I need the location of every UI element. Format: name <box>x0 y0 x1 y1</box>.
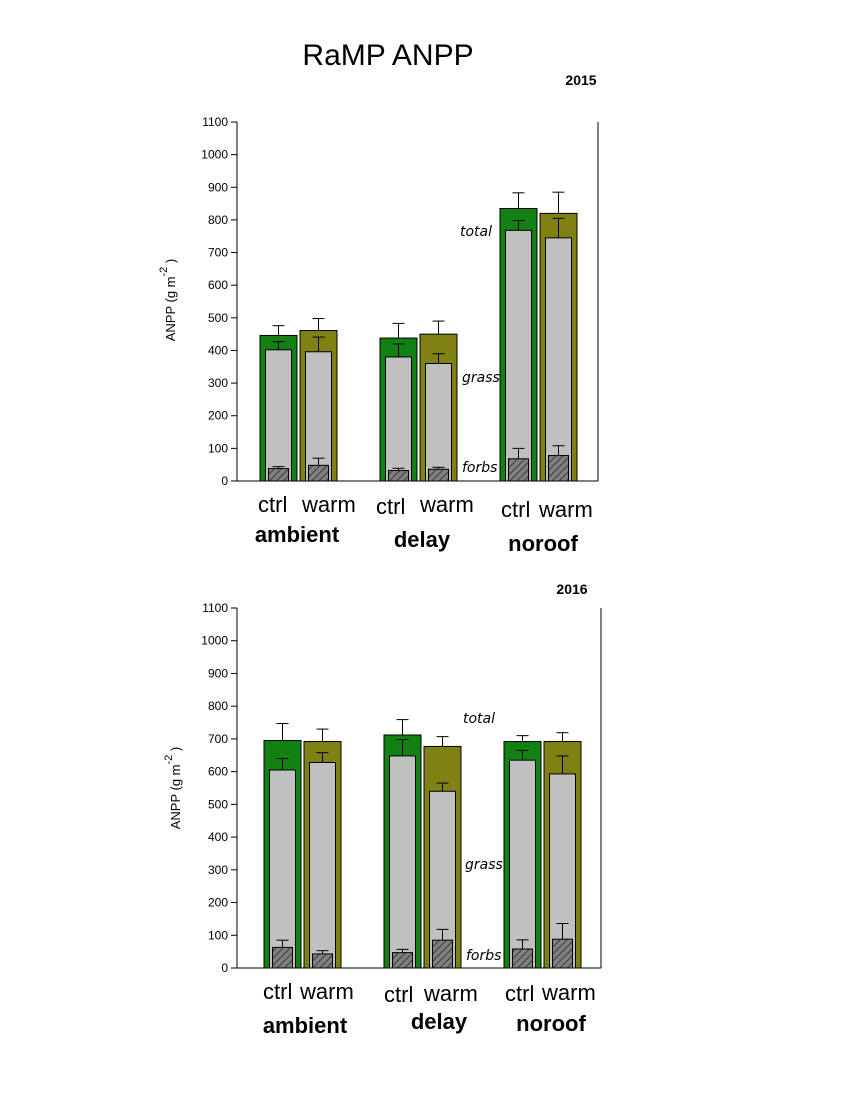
bar-forbs <box>388 470 409 482</box>
bar-forbs <box>552 938 573 969</box>
y-tick-label: 300 <box>208 863 228 877</box>
bar-grass <box>505 229 532 482</box>
bar-forbs <box>308 464 329 482</box>
y-tick-label: 600 <box>208 765 228 779</box>
bar-forbs <box>508 458 529 482</box>
y-axis-label-close: ) <box>168 747 183 755</box>
treatment-label: warm <box>541 980 596 1005</box>
chart-title: RaMP ANPP <box>302 39 473 72</box>
treatment-label: ctrl <box>263 979 292 1004</box>
treatment-label: warm <box>301 492 356 517</box>
y-tick-label: 500 <box>208 797 228 811</box>
annotation-forbs: forbs <box>462 460 497 476</box>
annotation-total: total <box>463 711 495 727</box>
group-label: delay <box>394 527 451 552</box>
treatment-label: ctrl <box>384 982 413 1007</box>
group-label: delay <box>411 1009 468 1034</box>
bar-forbs <box>268 468 289 482</box>
annotation-forbs: forbs <box>466 948 501 964</box>
annotation-grass: grass <box>462 370 500 386</box>
treatment-label: ctrl <box>258 492 287 517</box>
y-tick-label: 800 <box>208 213 228 227</box>
bar-forbs <box>392 952 413 969</box>
treatment-label: warm <box>299 979 354 1004</box>
y-tick-label: 200 <box>208 896 228 910</box>
group-label: ambient <box>263 1013 348 1038</box>
y-axis-label-sup: -2 <box>158 267 170 277</box>
y-axis-label: ANPP (g m-2 ) <box>163 747 183 830</box>
y-tick-label: 0 <box>221 474 228 488</box>
bar-forbs <box>272 946 293 969</box>
y-axis-label-main: ANPP (g m <box>168 764 183 829</box>
group-label: noroof <box>508 531 578 556</box>
panel-2015: 0 100 200 300 400 500 600 700 800 900 1000 1100 ANPP… <box>158 72 599 556</box>
treatment-label: warm <box>538 497 593 522</box>
y-tick-label: 800 <box>208 699 228 713</box>
y-tick-label: 700 <box>208 246 228 260</box>
y-tick-label: 100 <box>208 928 228 942</box>
y-axis-label-close: ) <box>163 259 178 267</box>
bar-grass <box>269 769 296 969</box>
treatment-label: warm <box>419 492 474 517</box>
y-tick-label: 200 <box>208 409 228 423</box>
bar-grass <box>545 237 572 482</box>
bar-grass <box>425 363 452 482</box>
y-tick-label: 600 <box>208 278 228 292</box>
treatment-label: ctrl <box>505 981 534 1006</box>
y-tick-label: 400 <box>208 343 228 357</box>
bar-forbs <box>312 953 333 969</box>
bar-grass <box>309 761 336 969</box>
bar-forbs <box>428 468 449 482</box>
y-tick-label: 900 <box>208 666 228 680</box>
treatment-label: ctrl <box>501 497 530 522</box>
bar-forbs <box>432 939 453 969</box>
bar-forbs <box>512 948 533 969</box>
year-label: 2016 <box>556 581 587 597</box>
y-axis-label: ANPP (g m-2 ) <box>158 259 178 342</box>
group-label: ambient <box>255 522 340 547</box>
annotation-total: total <box>460 224 492 240</box>
y-axis-label-sup: -2 <box>163 755 175 765</box>
y-tick-label: 900 <box>208 180 228 194</box>
y-tick-label: 100 <box>208 441 228 455</box>
y-tick-label: 1100 <box>202 601 228 615</box>
y-tick-label: 700 <box>208 732 228 746</box>
y-tick-label: 1000 <box>201 148 228 162</box>
bar-grass <box>385 356 412 482</box>
panel-2016: 0 100 200 300 400 500 600 700 800 900 1000 1100 ANPP… <box>163 581 602 1038</box>
y-tick-label: 1100 <box>202 115 228 129</box>
bar-grass <box>509 759 536 969</box>
y-tick-label: 1000 <box>201 634 228 648</box>
y-tick-label: 0 <box>221 961 228 975</box>
annotation-grass: grass <box>465 857 503 873</box>
y-tick-label: 500 <box>208 311 228 325</box>
bar-grass <box>265 349 292 482</box>
treatment-label: ctrl <box>376 494 405 519</box>
group-label: noroof <box>516 1011 586 1036</box>
y-axis-label-main: ANPP (g m <box>163 276 178 341</box>
treatment-label: warm <box>423 981 478 1006</box>
bar-forbs <box>548 455 569 482</box>
bar-grass <box>389 755 416 969</box>
year-label: 2015 <box>565 72 596 88</box>
y-tick-label: 400 <box>208 830 228 844</box>
y-tick-label: 300 <box>208 376 228 390</box>
